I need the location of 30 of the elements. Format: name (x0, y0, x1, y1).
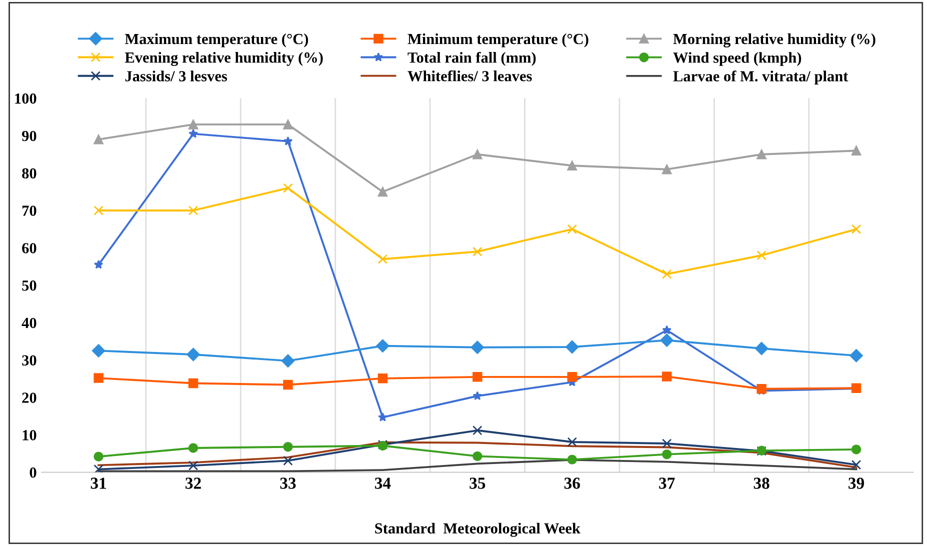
legend-label: Morning relative humidity (%) (673, 33, 876, 48)
x-tick-label: 32 (186, 478, 201, 489)
legend-label: Wind speed (kmph) (673, 52, 802, 66)
x-tick-label: 34 (374, 478, 391, 489)
y-tick-label: 80 (22, 168, 36, 179)
x-tick-label: 31 (90, 478, 106, 489)
x-tick-label: 37 (659, 478, 675, 489)
y-tick-label: 0 (30, 467, 36, 478)
legend-label: Evening relative humidity (%) (124, 52, 323, 66)
y-tick-label: 90 (22, 130, 36, 142)
legend-label: Larvae of M. vitrata/ plant (673, 70, 848, 85)
legend-label: Jassids/ 3 lesves (125, 70, 228, 82)
legend-label: Minimum temperature (°C) (408, 33, 588, 48)
x-axis-title: Standard Meteorological Week (375, 522, 580, 537)
x-tick-label: 35 (470, 478, 486, 489)
x-tick-label: 38 (754, 478, 770, 489)
y-tick-label: 40 (22, 318, 36, 328)
legend-label: Whiteflies/ 3 leaves (408, 70, 532, 82)
legend-label: Maximum temperature (°C) (124, 33, 308, 48)
y-tick-label: 50 (22, 280, 36, 291)
x-tick-label: 39 (848, 478, 864, 489)
y-tick-label: 20 (22, 392, 36, 403)
x-tick-label: 33 (280, 478, 296, 489)
x-tick-label: 36 (564, 478, 580, 489)
y-tick-label: 70 (22, 206, 36, 216)
y-tick-label: 100 (15, 93, 36, 104)
y-tick-label: 60 (22, 243, 36, 254)
y-tick-label: 10 (22, 430, 36, 440)
legend-label: Total rain fall (mm) (408, 52, 536, 66)
y-tick-label: 30 (22, 355, 36, 366)
